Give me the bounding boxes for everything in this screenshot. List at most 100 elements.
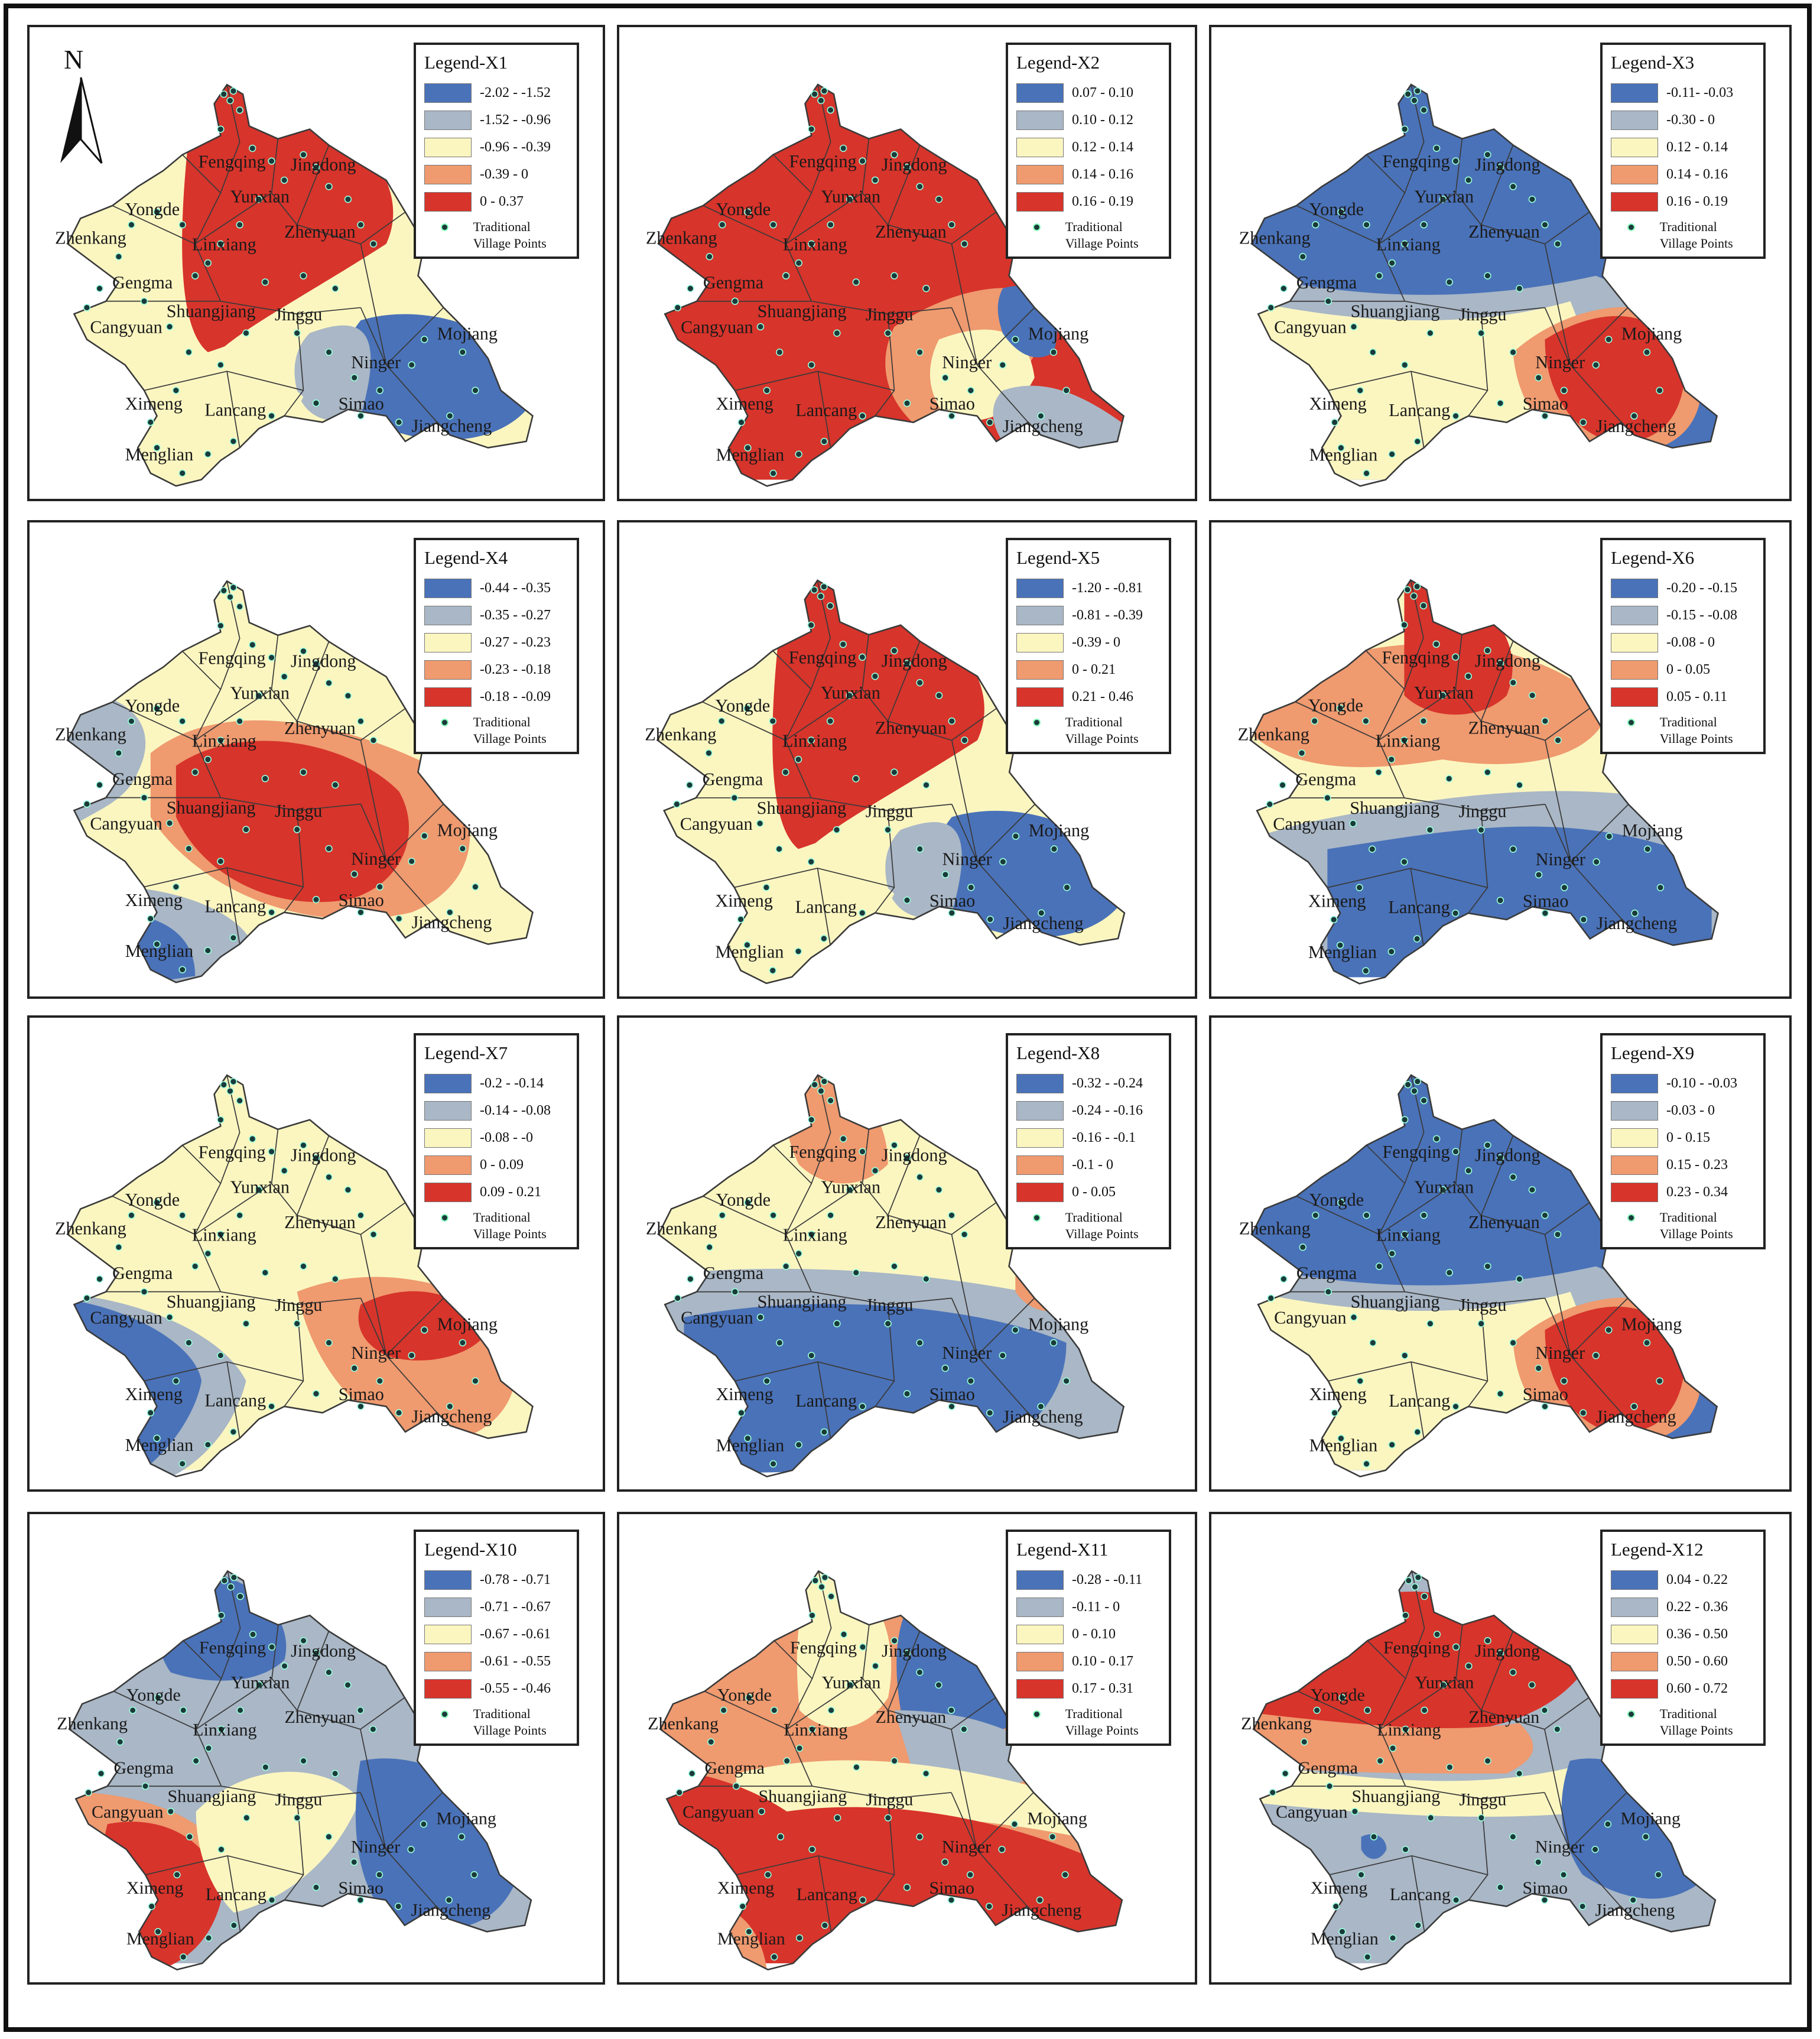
legend-class-label: -0.08 - -0 [480,1129,533,1145]
legend-class-row: 0.60 - 0.72 [1611,1675,1756,1702]
district-boundary [734,1361,895,1382]
village-point [1375,1262,1383,1270]
legend-class-label: 0.05 - 0.11 [1666,689,1728,704]
village-point [810,586,818,594]
village-point [960,240,968,248]
legend-class-row: -0.15 - -0.08 [1611,602,1756,629]
value-zone-class-3 [1253,1761,1595,1817]
village-point [312,1389,320,1398]
village-point [154,1694,162,1702]
village-point [1012,832,1020,840]
place-label-ninger: Ninger [942,352,992,372]
legend-swatch [1611,110,1658,130]
village-point [1311,717,1318,725]
place-label-menglian: Menglian [716,444,784,465]
region-outline [657,1074,1125,1478]
village-point [446,1402,454,1410]
village-point [1477,329,1485,337]
village-point [369,1725,377,1733]
place-label-gengma: Gengma [114,1758,174,1778]
village-point [674,1294,681,1302]
village-point [312,895,320,904]
legend-swatch [424,578,472,598]
village-point [903,1154,911,1162]
place-label-yunxian: Yunxian [1415,1673,1474,1692]
map-panel-2: Fengqing Jingdong Yongde Yunxian Zhenkang Zhe… [617,25,1197,501]
place-label-jiangcheng: Jiangcheng [1003,913,1083,933]
village-point [1433,1631,1441,1638]
village-point [325,1833,333,1840]
village-point [236,106,243,114]
village-point [226,1087,234,1095]
village-point [820,1428,828,1436]
place-label-fengqing: Fengqing [1383,1638,1450,1657]
choropleth-map: Fengqing Jingdong Yongde Yunxian Zhenkang Zhe… [645,579,1126,985]
place-label-gengma: Gengma [703,272,763,293]
district-boundary [296,1135,330,1216]
place-label-lancang: Lancang [1389,400,1450,420]
legend-swatch [1016,632,1064,652]
legend-class-row: 0.10 - 0.17 [1016,1648,1162,1675]
village-point [217,858,225,865]
village-point [769,717,776,725]
village-point [769,469,777,478]
place-label-linxiang: Linxiang [192,234,256,254]
village-point [986,418,994,426]
legend-point-label: Traditional Village Points [1659,219,1733,251]
district-boundary [1569,1792,1627,1850]
village-point [839,1135,847,1143]
village-point [1540,1896,1549,1904]
legend-swatch [1016,1651,1064,1671]
legend-point-label: Traditional Village Points [473,219,547,251]
village-point [685,781,694,789]
legend-point-row: Traditional Village Points [424,1706,570,1739]
village-point [1605,336,1613,343]
place-label-zhenkang: Zhenkang [1239,228,1311,248]
district-boundary [296,145,330,225]
place-label-cangyuan: Cangyuan [682,1803,754,1822]
legend-title: Legend-X3 [1611,52,1695,73]
legend-class-row: 0 - 0.05 [1611,656,1756,683]
village-point [1439,1681,1447,1689]
village-point [1010,1820,1019,1828]
village-point [1374,768,1383,776]
legend-class-label: -0.11 - 0 [1072,1599,1120,1615]
village-point [1509,1668,1517,1676]
legend-swatch [424,137,472,157]
legend-class-label: -0.1 - 0 [1072,1157,1113,1173]
village-point [268,157,275,165]
village-point [249,641,256,649]
legend-swatch [1016,1570,1064,1590]
village-point [1629,1896,1637,1904]
village-point [1012,1326,1019,1334]
village-point [357,412,365,420]
village-point [967,1377,975,1385]
village-point [217,1612,225,1619]
value-zone-class-4 [1253,1710,1533,1774]
legend-swatch [424,632,472,652]
place-label-ninger: Ninger [1535,1837,1584,1857]
village-point [1376,1757,1384,1765]
village-point [1401,361,1409,369]
place-label-yongde: Yongde [715,696,770,716]
legend-swatch [1016,687,1064,707]
village-point [1445,278,1453,286]
district-boundary [888,1631,921,1711]
village-point [795,1441,802,1449]
village-point [1356,1377,1364,1385]
village-point [808,361,815,369]
village-point [998,1846,1006,1853]
legend-swatch [1611,1073,1658,1093]
village-point [1541,1212,1549,1219]
village-point [375,1871,384,1879]
village-point [191,272,199,280]
village-point [1404,90,1412,98]
village-point [948,717,956,725]
village-point [325,1173,333,1181]
village-point [217,361,225,369]
village-point [1439,1186,1447,1194]
legend-swatch [1611,1100,1658,1121]
place-label-lancang: Lancang [1389,1391,1450,1411]
village-point [903,896,911,904]
legend-class-label: 0 - 0.21 [1072,661,1116,677]
